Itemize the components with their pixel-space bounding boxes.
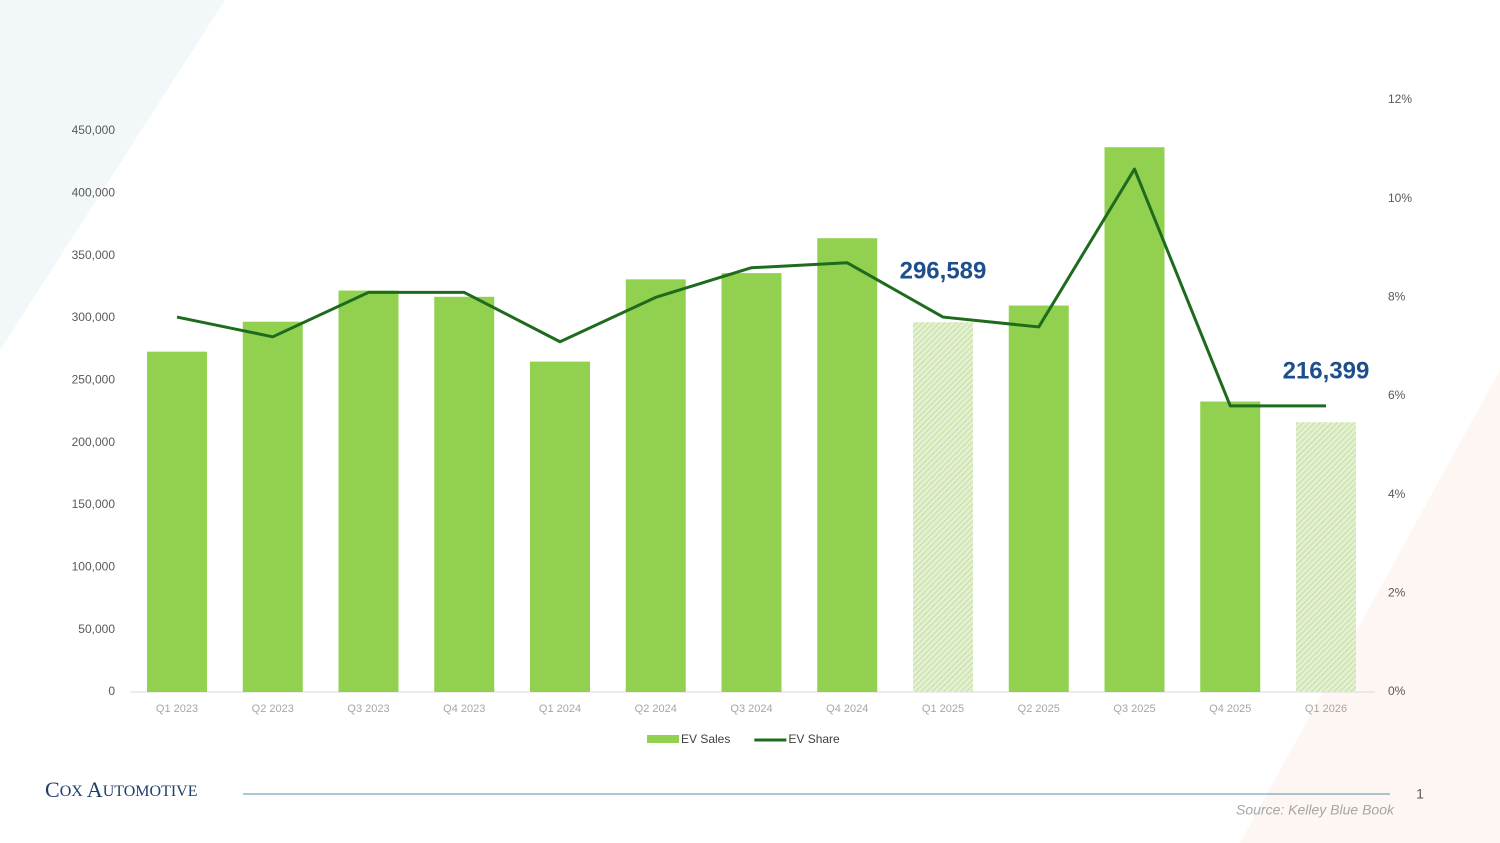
y2-tick-label: 10% — [1388, 191, 1412, 205]
bar — [721, 273, 782, 692]
line — [176, 167, 1326, 408]
legend-label: EV Share — [788, 732, 840, 746]
bar — [147, 351, 207, 692]
source: Source: Kelley Blue Book — [1236, 802, 1395, 818]
y-tick-label: 50,000 — [78, 622, 115, 636]
y-tick-label: 250,000 — [72, 373, 116, 387]
y2-tick-label: 8% — [1388, 290, 1406, 304]
decor — [1240, 370, 1500, 843]
x-tick-label: Q3 2024 — [730, 703, 772, 715]
x-tick-label: Q3 2023 — [347, 703, 389, 715]
x-tick-label: Q3 2025 — [1113, 703, 1155, 715]
bar — [434, 296, 495, 692]
bar — [338, 290, 399, 692]
y-tick-label: 350,000 — [72, 248, 116, 262]
y2-tick-label: 12% — [1388, 92, 1412, 106]
bar — [530, 361, 590, 692]
legend-label: EV Sales — [681, 732, 730, 746]
bar — [242, 321, 303, 692]
x-tick-label: Q2 2025 — [1018, 703, 1060, 715]
x-tick-label: Q4 2023 — [443, 703, 485, 715]
x-tick-label: Q4 2025 — [1209, 703, 1251, 715]
y-tick-label: 300,000 — [72, 310, 116, 324]
x-tick-label: Q1 2026 — [1305, 703, 1347, 715]
x-tick-label: Q1 2025 — [922, 703, 964, 715]
x-tick-label: Q2 2024 — [635, 703, 677, 715]
y-tick-label: 0 — [108, 684, 115, 698]
x-tick-label: Q2 2023 — [252, 703, 294, 715]
value-label: 296,589 — [900, 258, 987, 285]
legend-swatch — [647, 735, 679, 743]
bar — [625, 279, 686, 692]
y-tick-label: 200,000 — [72, 435, 116, 449]
bar — [1104, 147, 1165, 692]
y2-tick-label: 2% — [1388, 586, 1406, 600]
bar — [817, 238, 878, 693]
x-tick-label: Q4 2024 — [826, 703, 868, 715]
x-tick-label: Q1 2023 — [156, 703, 198, 715]
y2-tick-label: 4% — [1388, 487, 1406, 501]
bar — [1008, 305, 1069, 692]
y-tick-label: 450,000 — [72, 123, 116, 137]
bar — [1296, 422, 1356, 692]
brand: COX AUTOMOTIVE — [45, 777, 198, 802]
decor — [0, 0, 225, 350]
y2-tick-label: 0% — [1388, 684, 1406, 698]
x-tick-label: Q1 2024 — [539, 703, 581, 715]
y2-tick-label: 6% — [1388, 388, 1406, 402]
y-tick-label: 400,000 — [72, 186, 116, 200]
bar — [1200, 401, 1261, 692]
page-number: 1 — [1416, 786, 1424, 802]
y-tick-label: 150,000 — [72, 497, 116, 511]
value-label: 216,399 — [1283, 358, 1370, 385]
bar — [913, 322, 973, 692]
y-tick-label: 100,000 — [72, 560, 116, 574]
